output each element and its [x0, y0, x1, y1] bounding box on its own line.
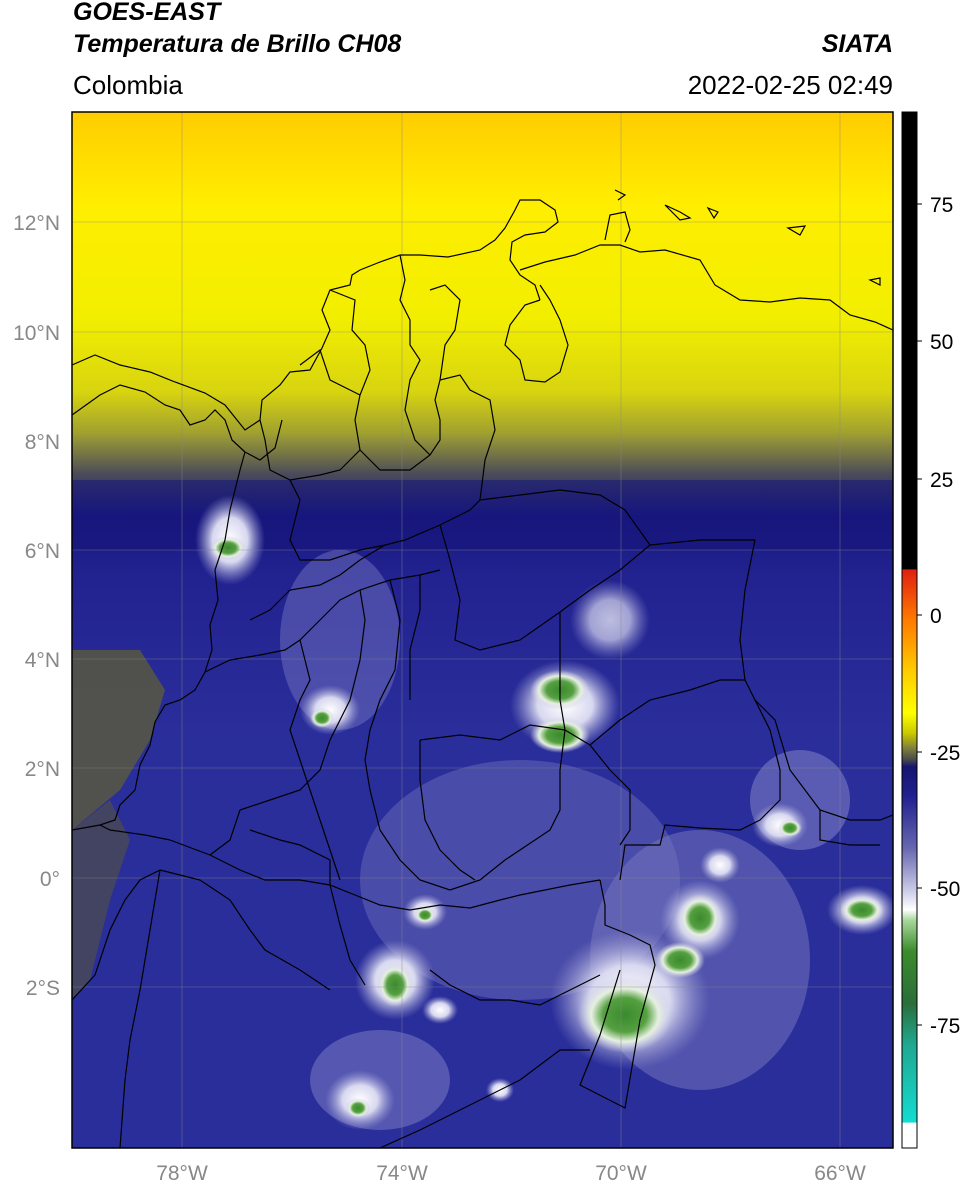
- lon-label: 66°W: [814, 1162, 866, 1185]
- colorbar: 75 50 25 0 -25 -50 -75: [901, 111, 960, 1149]
- lat-label: 8°N: [25, 431, 60, 454]
- lat-labels: 12°N 10°N 8°N 6°N 4°N 2°N 0° 2°S: [13, 212, 60, 1000]
- lat-label: 4°N: [25, 649, 60, 672]
- colorbar-tick-label: 75: [930, 194, 953, 217]
- coastlines-borders: [72, 189, 893, 1148]
- datetime-label: 2022-02-25 02:49: [687, 70, 893, 100]
- lon-label: 74°W: [376, 1162, 428, 1185]
- map-imagery: [72, 112, 893, 1148]
- map-frame: [71, 111, 894, 1149]
- organization-label: SIATA: [821, 30, 893, 58]
- satellite-title: GOES-EAST: [73, 0, 221, 26]
- colorbar-tick-label: 25: [930, 469, 953, 492]
- lat-label: 2°N: [25, 758, 60, 781]
- lon-label: 78°W: [156, 1162, 208, 1185]
- lat-label: 0°: [40, 868, 60, 891]
- colorbar-tick-label: -50: [930, 878, 960, 901]
- lat-label: 6°N: [25, 540, 60, 563]
- lon-label: 70°W: [595, 1162, 647, 1185]
- lat-label: 10°N: [13, 322, 60, 345]
- lat-label: 2°S: [26, 977, 60, 1000]
- colorbar-tick-label: -25: [930, 742, 960, 765]
- product-title: Temperatura de Brillo CH08: [73, 30, 402, 58]
- colorbar-tick-label: 50: [930, 331, 953, 354]
- region-label: Colombia: [73, 70, 183, 100]
- colorbar-tick-label: -75: [930, 1015, 960, 1038]
- colorbar-gradient: [901, 111, 918, 1149]
- colorbar-tick-label: 0: [930, 605, 942, 628]
- lon-labels: 78°W 74°W 70°W 66°W: [156, 1162, 866, 1185]
- lat-label: 12°N: [13, 212, 60, 235]
